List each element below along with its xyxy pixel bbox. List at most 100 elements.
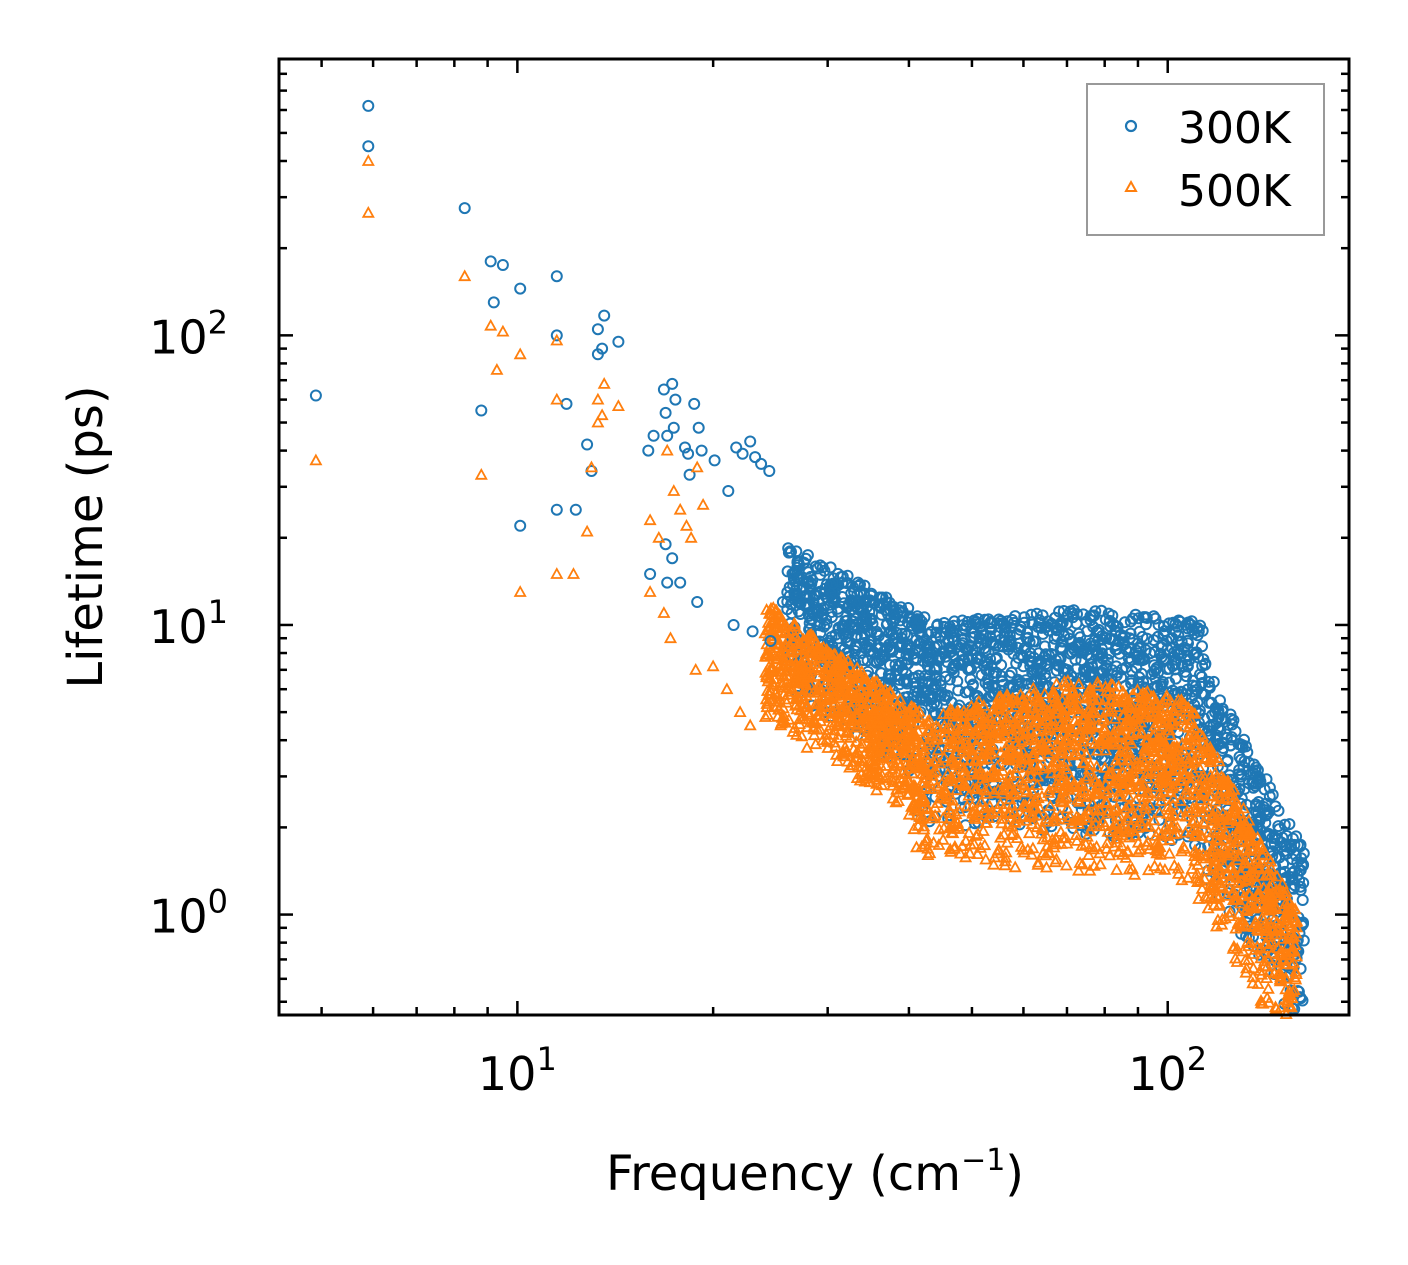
point-500k bbox=[1227, 805, 1242, 818]
point-500k bbox=[929, 753, 943, 766]
point-500k bbox=[1189, 752, 1204, 765]
point-500k bbox=[890, 701, 905, 713]
point-500k bbox=[1093, 819, 1107, 832]
point-500k bbox=[911, 818, 925, 831]
point-500k bbox=[1196, 786, 1210, 799]
point-500k bbox=[1224, 784, 1238, 797]
point-500k bbox=[1220, 775, 1234, 788]
point-300k bbox=[951, 675, 964, 688]
point-500k bbox=[1166, 798, 1180, 810]
point-300k bbox=[806, 574, 819, 587]
point-300k bbox=[1072, 627, 1085, 640]
point-500k bbox=[988, 850, 1002, 863]
point-500k bbox=[985, 764, 1000, 776]
point-300k bbox=[827, 577, 839, 590]
point-500k bbox=[857, 690, 871, 703]
point-500k bbox=[1036, 846, 1050, 858]
point-500k bbox=[1079, 691, 1093, 704]
point-500k bbox=[1123, 701, 1138, 714]
point-500k bbox=[1059, 831, 1073, 843]
point-500k bbox=[1170, 700, 1184, 712]
point-500k bbox=[970, 767, 984, 780]
point-500k bbox=[902, 807, 916, 820]
point-300k bbox=[1032, 621, 1045, 633]
point-500k bbox=[945, 703, 959, 716]
point-500k bbox=[1050, 677, 1064, 689]
point-500k bbox=[789, 727, 804, 740]
point-300k bbox=[1131, 649, 1144, 662]
point-500k bbox=[1196, 729, 1210, 742]
point-500k bbox=[844, 730, 858, 743]
point-500k bbox=[1226, 865, 1240, 877]
point-300k bbox=[841, 569, 854, 582]
point-500k bbox=[1084, 712, 1098, 725]
point-300k bbox=[816, 608, 829, 621]
point-500k bbox=[1214, 826, 1228, 839]
point-500k bbox=[794, 664, 808, 676]
point-500k bbox=[1211, 808, 1225, 820]
point-300k bbox=[907, 647, 920, 660]
point-500k bbox=[1059, 858, 1073, 871]
point-500k bbox=[1282, 999, 1296, 1011]
point-500k bbox=[813, 722, 827, 735]
point-500k bbox=[1170, 820, 1184, 833]
point-500k bbox=[975, 750, 989, 763]
point-300k bbox=[887, 628, 899, 640]
point-500k bbox=[1162, 774, 1176, 787]
point-500k bbox=[960, 799, 974, 812]
point-500k bbox=[1008, 700, 1022, 712]
point-500k bbox=[1250, 887, 1264, 900]
point-300k bbox=[839, 615, 852, 628]
point-500k bbox=[787, 653, 802, 666]
point-500k bbox=[818, 645, 832, 658]
point-300k bbox=[1005, 666, 1018, 679]
point-500k bbox=[817, 693, 831, 706]
point-300k bbox=[1262, 830, 1275, 842]
point-300k bbox=[1294, 880, 1307, 893]
point-500k bbox=[959, 833, 973, 846]
point-500k bbox=[1223, 909, 1237, 921]
point-300k bbox=[931, 619, 944, 632]
point-500k bbox=[1081, 803, 1095, 816]
point-500k bbox=[1102, 765, 1117, 778]
point-500k bbox=[1206, 880, 1220, 893]
point-300k bbox=[309, 389, 322, 402]
point-500k bbox=[1241, 952, 1256, 965]
point-500k bbox=[1129, 793, 1143, 806]
point-500k bbox=[1110, 863, 1124, 875]
point-300k bbox=[1180, 653, 1193, 666]
point-500k bbox=[1154, 794, 1168, 806]
point-500k bbox=[1183, 729, 1197, 741]
point-300k bbox=[1283, 818, 1296, 831]
point-500k bbox=[1197, 817, 1212, 829]
point-500k bbox=[998, 854, 1012, 867]
point-500k bbox=[850, 771, 864, 783]
point-500k bbox=[861, 768, 875, 781]
point-500k bbox=[1274, 1000, 1288, 1013]
point-500k bbox=[861, 713, 875, 725]
point-500k bbox=[789, 697, 803, 710]
point-300k bbox=[1277, 858, 1290, 870]
point-500k bbox=[1117, 780, 1131, 793]
point-500k bbox=[985, 721, 999, 734]
point-500k bbox=[1048, 835, 1062, 848]
point-300k bbox=[1056, 616, 1069, 629]
point-500k bbox=[1251, 861, 1265, 874]
point-500k bbox=[1013, 713, 1027, 725]
point-500k bbox=[899, 778, 913, 791]
point-500k bbox=[1175, 844, 1189, 857]
point-500k bbox=[930, 779, 944, 792]
point-500k bbox=[815, 704, 829, 717]
point-500k bbox=[1185, 748, 1199, 761]
point-300k bbox=[870, 642, 883, 655]
point-300k bbox=[971, 651, 984, 664]
point-500k bbox=[1114, 728, 1128, 741]
point-300k bbox=[792, 556, 805, 569]
point-500k bbox=[1014, 755, 1028, 768]
point-500k bbox=[1161, 708, 1175, 720]
point-500k bbox=[914, 811, 928, 824]
point-500k bbox=[1131, 835, 1145, 848]
point-300k bbox=[970, 652, 983, 665]
point-500k bbox=[790, 702, 804, 715]
point-500k bbox=[944, 720, 958, 733]
